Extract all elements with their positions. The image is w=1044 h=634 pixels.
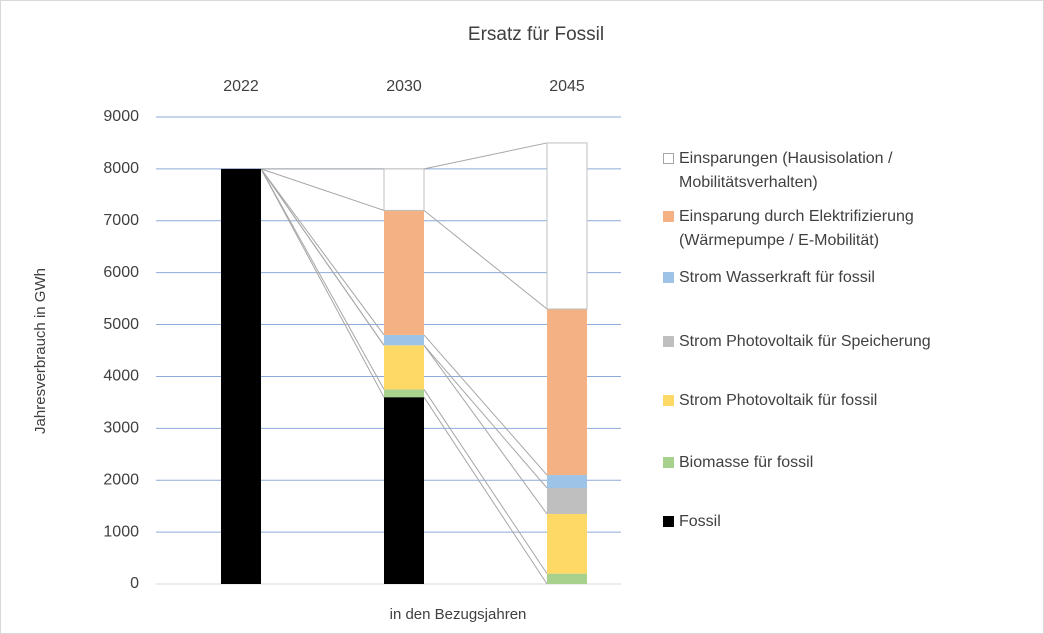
legend-label: Biomasse für fossil <box>679 454 814 471</box>
y-tick-label: 4000 <box>103 368 139 385</box>
x-tick-label: 2022 <box>223 78 259 95</box>
legend-swatch <box>663 211 674 222</box>
y-tick-label: 3000 <box>103 420 139 437</box>
bar-segment <box>547 513 587 574</box>
series-line <box>260 168 385 390</box>
bar-segment <box>221 168 261 584</box>
bar-segment <box>547 573 587 584</box>
series-line <box>423 396 548 585</box>
y-tick-label: 2000 <box>103 471 139 488</box>
bar-segment <box>383 168 425 211</box>
legend-entry: Biomasse für fossil <box>663 451 1003 475</box>
series-line <box>423 334 548 476</box>
x-tick-label: 2045 <box>549 78 585 95</box>
series-line <box>423 142 548 170</box>
legend-label: Einsparungen (Hausisolation / Mobilitäts… <box>679 150 893 191</box>
legend-entry: Strom Photovoltaik für Speicherung <box>663 330 1003 354</box>
y-tick-label: 8000 <box>103 160 139 177</box>
y-tick-label: 0 <box>130 575 139 592</box>
legend-label: Strom Photovoltaik für Speicherung <box>679 333 931 350</box>
chart-title: Ersatz für Fossil <box>468 24 604 45</box>
legend-label: Strom Wasserkraft für fossil <box>679 269 875 286</box>
bar-segment <box>384 345 424 390</box>
series-line <box>260 168 385 211</box>
legend-label: Strom Photovoltaik für fossil <box>679 392 878 409</box>
bar-segment <box>384 210 424 335</box>
x-tick-label: 2030 <box>386 78 422 95</box>
y-tick-label: 7000 <box>103 212 139 229</box>
bar-segment <box>547 475 587 489</box>
legend-swatch <box>663 336 674 347</box>
series-line <box>260 168 385 398</box>
series-line <box>423 389 548 574</box>
y-tick-label: 1000 <box>103 523 139 540</box>
bar-segment <box>547 308 587 476</box>
y-axis-label: Jahresverbrauch in GWh <box>32 268 49 434</box>
legend-entry: Strom Wasserkraft für fossil <box>663 266 1003 290</box>
bar-segment <box>384 389 424 398</box>
legend-swatch <box>663 272 674 283</box>
legend-label: Fossil <box>679 513 721 530</box>
y-tick-label: 9000 <box>103 108 139 125</box>
x-axis-label: in den Bezugsjahren <box>390 606 527 623</box>
bar-segment <box>384 397 424 584</box>
y-tick-label: 5000 <box>103 316 139 333</box>
series-line <box>260 168 385 346</box>
y-tick-label: 6000 <box>103 264 139 281</box>
legend-swatch <box>663 516 674 527</box>
legend-swatch <box>663 153 674 164</box>
bar-segment <box>546 142 588 310</box>
legend-swatch <box>663 457 674 468</box>
legend-entry: Fossil <box>663 510 1003 534</box>
legend-entry: Einsparungen (Hausisolation / Mobilitäts… <box>663 147 1003 195</box>
legend-entry: Strom Photovoltaik für fossil <box>663 389 1003 413</box>
bar-segment <box>547 488 587 514</box>
legend-entry: Einsparung durch Elektrifizierung (Wärme… <box>663 205 1003 253</box>
legend-label: Einsparung durch Elektrifizierung (Wärme… <box>679 208 914 249</box>
series-line <box>423 344 548 489</box>
series-line <box>423 210 548 310</box>
bar-segment <box>384 334 424 346</box>
legend-swatch <box>663 395 674 406</box>
series-line <box>260 168 385 336</box>
series-line <box>423 345 548 515</box>
